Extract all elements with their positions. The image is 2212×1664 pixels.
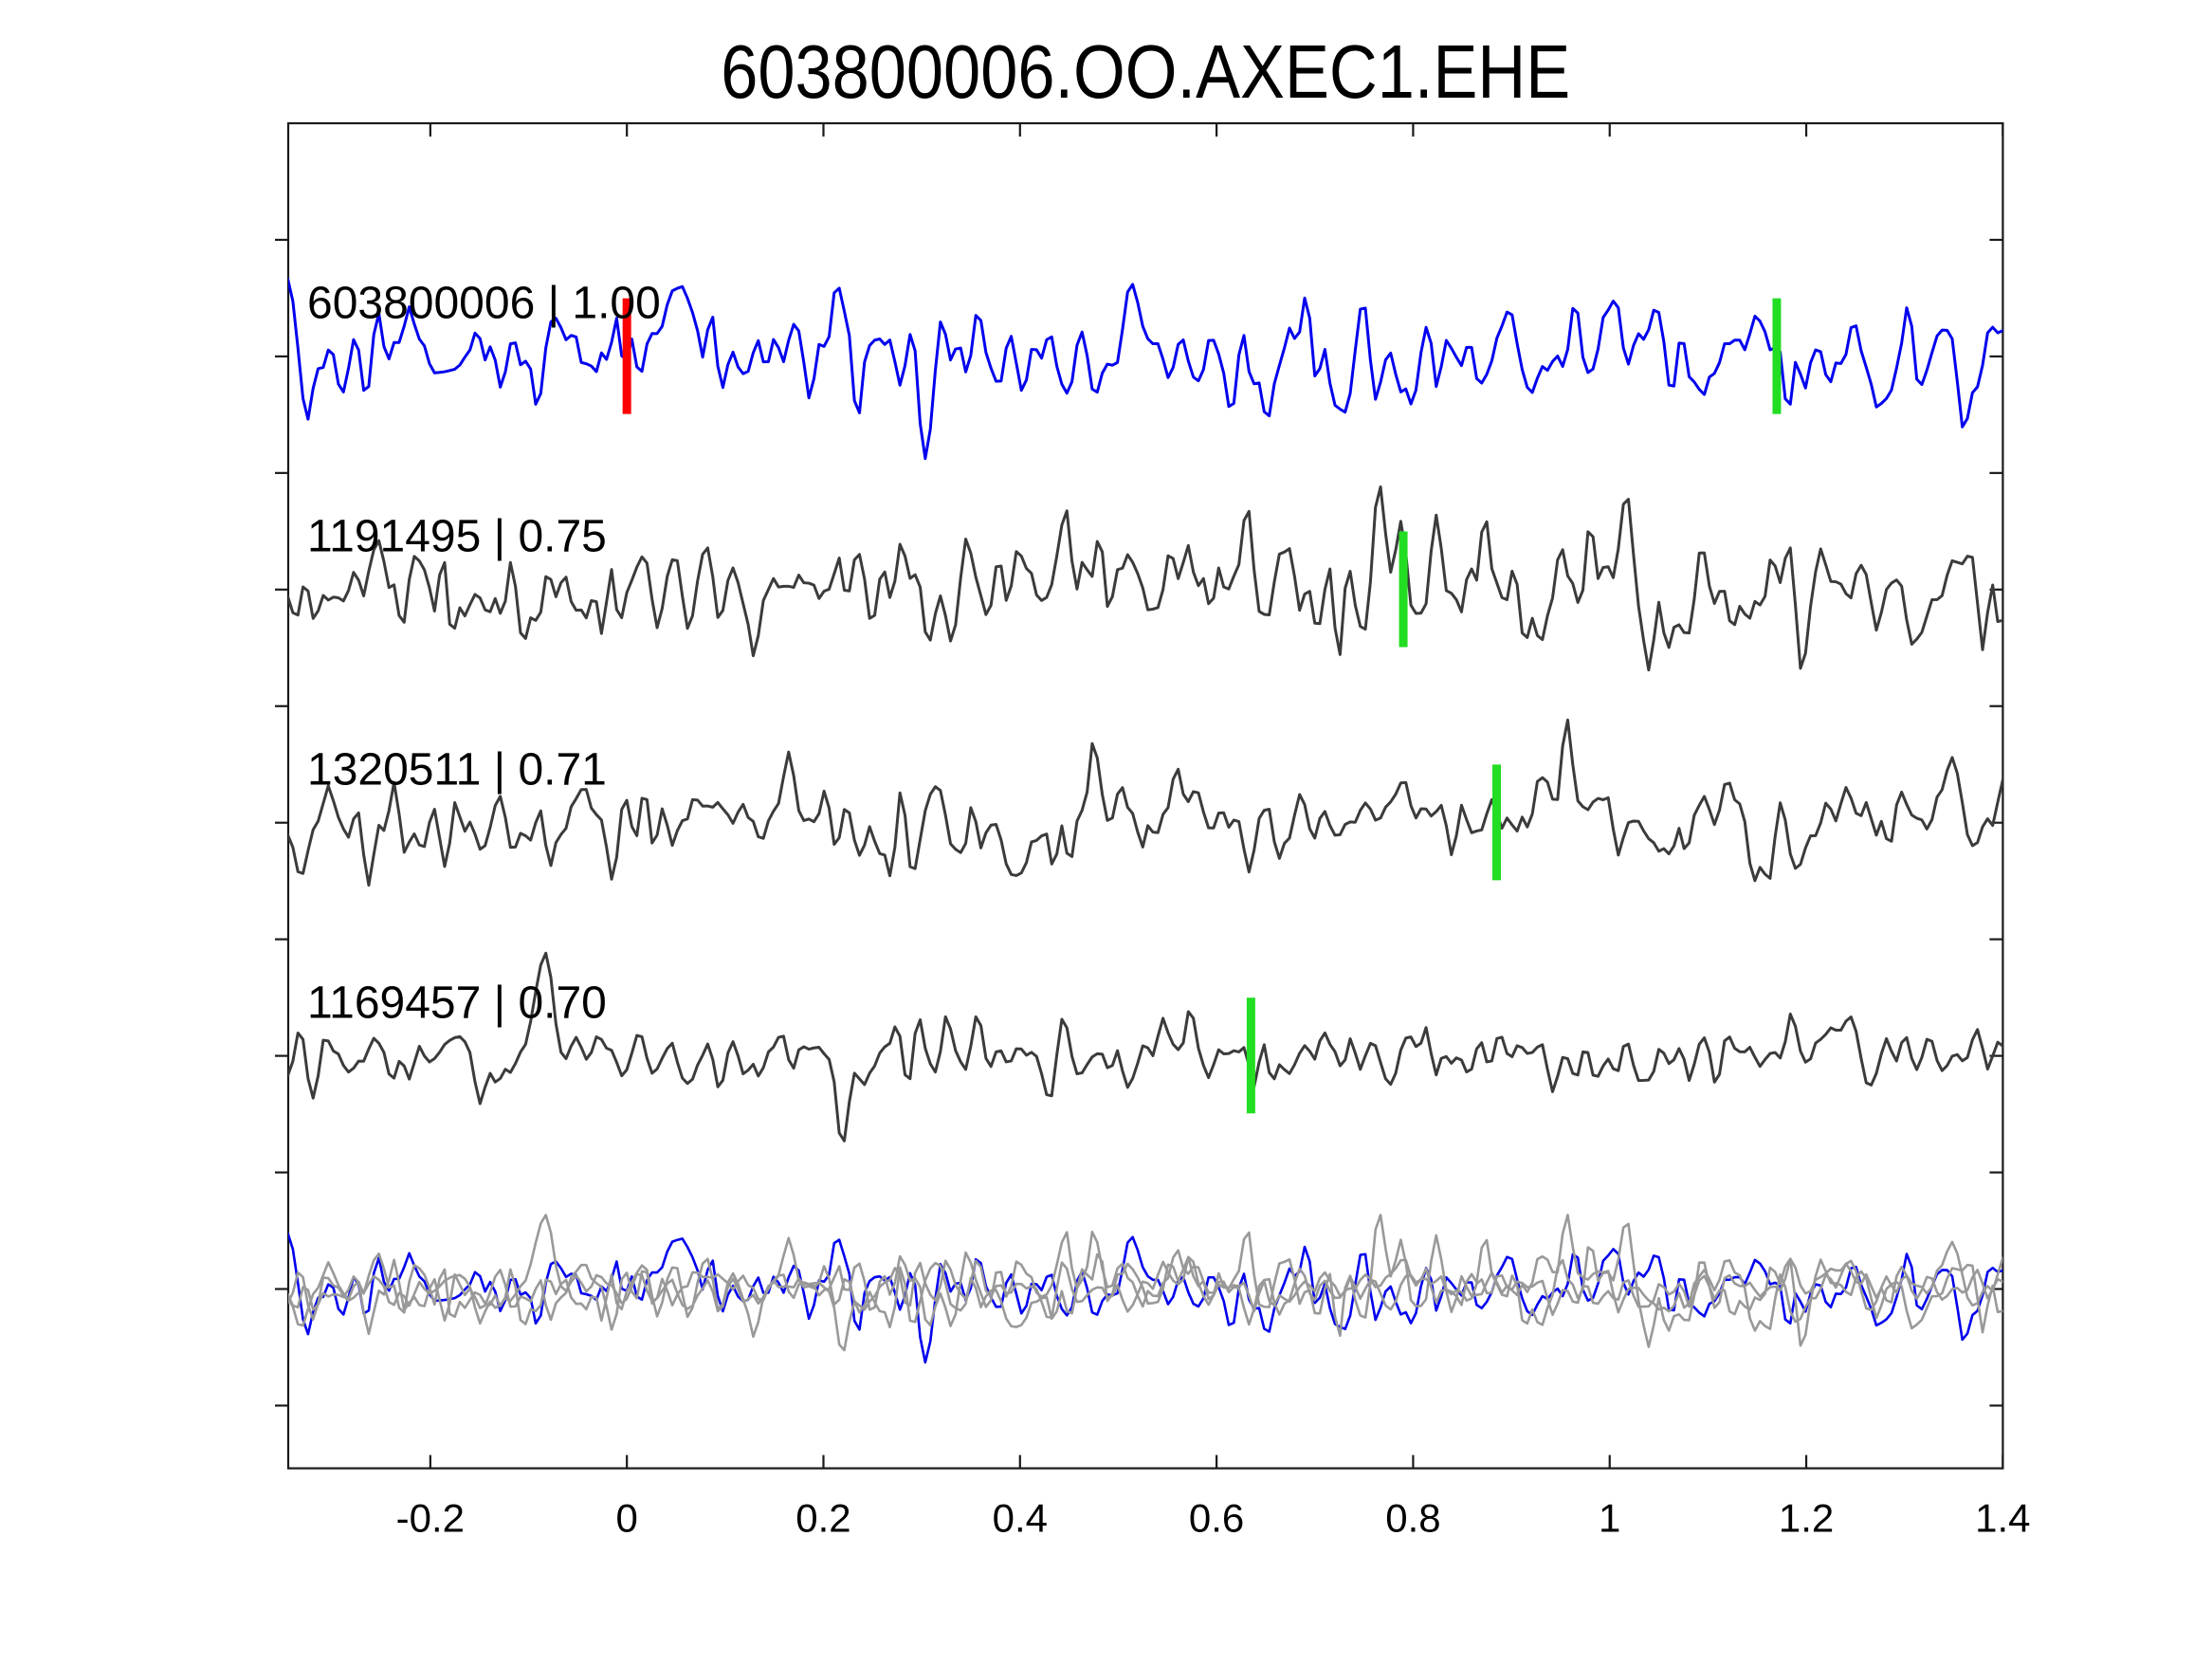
svg-text:603800006 | 1.00: 603800006 | 1.00 <box>307 279 661 329</box>
svg-text:0.8: 0.8 <box>1385 1496 1440 1541</box>
svg-text:1: 1 <box>1599 1496 1620 1541</box>
svg-text:0.6: 0.6 <box>1189 1496 1244 1541</box>
svg-text:0.2: 0.2 <box>795 1496 850 1541</box>
svg-text:1.2: 1.2 <box>1779 1496 1834 1541</box>
svg-text:0.4: 0.4 <box>993 1496 1048 1541</box>
svg-text:1.4: 1.4 <box>1975 1496 2030 1541</box>
svg-text:1320511 | 0.71: 1320511 | 0.71 <box>307 744 607 795</box>
svg-text:0: 0 <box>615 1496 637 1541</box>
svg-text:1169457 | 0.70: 1169457 | 0.70 <box>307 978 607 1028</box>
svg-text:-0.2: -0.2 <box>396 1496 465 1541</box>
svg-text:603800006.OO.AXEC1.EHE: 603800006.OO.AXEC1.EHE <box>721 29 1570 114</box>
svg-text:1191495 | 0.75: 1191495 | 0.75 <box>307 512 607 562</box>
